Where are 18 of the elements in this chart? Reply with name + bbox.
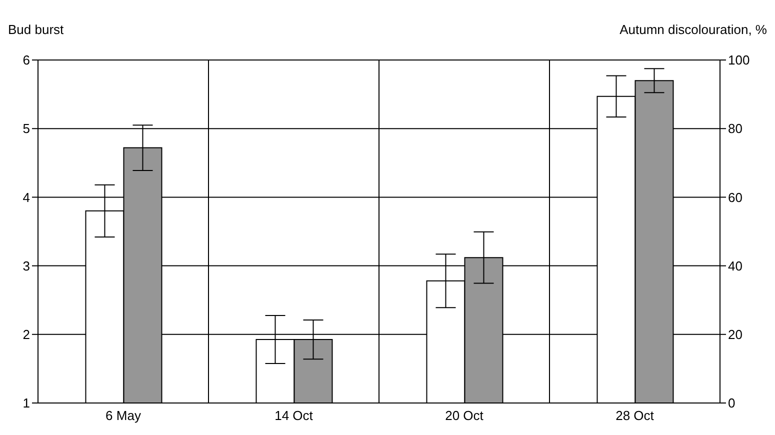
x-tick-label: 28 Oct: [616, 408, 654, 424]
x-tick-label: 14 Oct: [274, 408, 314, 424]
y-tick-label: 4: [22, 190, 30, 205]
y-tick-label: 3: [22, 258, 30, 274]
y-axis-title: Bud burst: [8, 22, 64, 37]
y2-tick-label: 60: [728, 190, 742, 205]
y2-tick-label: 100: [728, 52, 750, 68]
x-tick-label: 6 May: [106, 408, 142, 424]
y2-tick-label: 20: [728, 327, 742, 342]
y2-tick-label: 80: [728, 121, 742, 136]
x-tick-label: 20 Oct: [445, 408, 484, 424]
y-tick-label: 5: [22, 121, 30, 136]
y2-axis-title: Autumn discolouration, %: [620, 22, 767, 37]
y-tick-label: 2: [22, 327, 30, 342]
y2-tick-label: 0: [728, 396, 736, 411]
y2-tick-label: 40: [728, 258, 742, 274]
y-tick-label: 6: [22, 52, 30, 68]
y-tick-label: 1: [22, 396, 30, 411]
